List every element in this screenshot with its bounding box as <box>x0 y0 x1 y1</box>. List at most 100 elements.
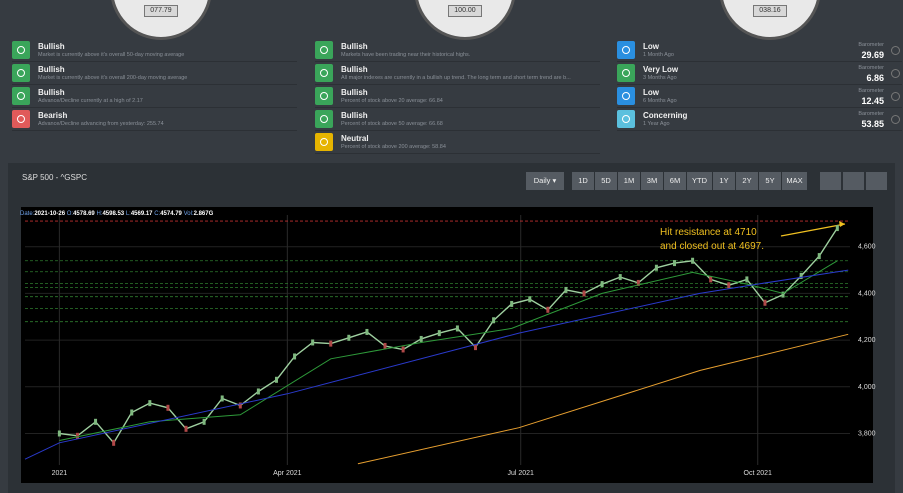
annotation: and closed out at 4697. <box>660 241 764 252</box>
signal-text: All major indexes are currently in a bul… <box>341 75 571 81</box>
range-button[interactable]: 3M <box>641 172 663 190</box>
barometer-value: 29.69 <box>861 50 884 60</box>
price-point <box>781 291 785 298</box>
price-point <box>654 264 658 271</box>
price-point <box>184 425 188 432</box>
signal-item: Very Low 3 Months Ago Barometer 6.86 <box>617 63 902 85</box>
price-point <box>256 388 260 395</box>
info-key: O: <box>66 211 74 217</box>
signal-text: 3 Months Ago <box>643 75 677 81</box>
annotation-arrow <box>780 223 846 237</box>
price-point <box>238 402 242 409</box>
signal-icon <box>617 41 635 59</box>
signal-column: Bullish Markets have been trading near th… <box>315 40 600 155</box>
price-point <box>727 282 731 289</box>
price-point <box>600 281 604 288</box>
price-point <box>112 439 116 446</box>
x-tick-label: Jul 2021 <box>507 470 534 477</box>
signal-icon <box>12 41 30 59</box>
signal-text: Percent of stock above 200 average: 58.8… <box>341 144 446 150</box>
range-button[interactable]: YTD <box>687 172 712 190</box>
info-key: Date: <box>20 211 35 217</box>
signal-item: Bullish Percent of stock above 20 average… <box>315 86 600 108</box>
y-tick-label: 4,200 <box>858 337 876 344</box>
y-tick-label: 4,400 <box>858 290 876 297</box>
signal-item: Bullish Percent of stock above 50 average… <box>315 109 600 131</box>
range-button[interactable]: 1M <box>618 172 640 190</box>
range-button[interactable]: 5D <box>595 172 617 190</box>
tool-button[interactable] <box>843 172 864 190</box>
info-value: 4598.53 <box>102 211 125 217</box>
signal-icon <box>617 64 635 82</box>
barometer-value: 12.45 <box>861 96 884 106</box>
tool-button[interactable] <box>866 172 887 190</box>
range-button[interactable]: 5Y <box>759 172 781 190</box>
range-button[interactable]: 1D <box>572 172 594 190</box>
signal-item: Bullish All major indexes are currently i… <box>315 63 600 85</box>
signal-item: Concerning 1 Year Ago Barometer 53.85 <box>617 109 902 131</box>
info-value: 2.867G <box>193 211 214 217</box>
barometer-label: Barometer <box>858 88 884 94</box>
price-point <box>510 300 514 307</box>
price-point <box>94 418 98 425</box>
price-point <box>799 272 803 279</box>
signal-title: Very Low <box>643 65 679 74</box>
price-point <box>401 346 405 353</box>
range-button[interactable]: 2Y <box>736 172 758 190</box>
range-button[interactable]: 1Y <box>713 172 735 190</box>
annotation: Hit resistance at 4710 <box>660 227 757 238</box>
signal-title: Low <box>643 88 659 97</box>
interval-button[interactable]: Daily ▾ <box>526 172 564 190</box>
ohlc-info: Date:2021-10-26 O:4578.69 H:4598.53 L:45… <box>20 211 213 217</box>
price-point <box>673 260 677 267</box>
signal-column: Low 1 Month Ago Barometer 29.69 Very Low 3 Mo… <box>617 40 902 132</box>
info-key: C: <box>154 211 161 217</box>
signal-text: Markets have been trading near their his… <box>341 52 471 58</box>
price-point <box>618 274 622 281</box>
info-key: H: <box>96 211 103 217</box>
signal-title: Bullish <box>38 65 65 74</box>
price-point <box>437 330 441 337</box>
signal-icon <box>315 41 333 59</box>
signal-text: 1 Year Ago <box>643 121 670 127</box>
info-key: Vol: <box>183 211 194 217</box>
signal-icon <box>315 110 333 128</box>
tool-button[interactable] <box>820 172 841 190</box>
info-value: 2021-10-26 <box>34 211 66 217</box>
signal-text: Market is currently above it's overall 2… <box>38 75 188 81</box>
price-point <box>220 395 224 402</box>
series-line <box>59 227 838 444</box>
signal-text: Market is currently above it's overall 5… <box>38 52 185 58</box>
settings-icon[interactable] <box>891 46 900 55</box>
barometer-label: Barometer <box>858 65 884 71</box>
price-point <box>166 404 170 411</box>
gauge-value: 077.79 <box>144 5 178 17</box>
signal-title: Bullish <box>341 88 368 97</box>
signal-title: Bullish <box>38 88 65 97</box>
signal-icon <box>12 110 30 128</box>
price-point <box>492 317 496 324</box>
signal-title: Bullish <box>341 111 368 120</box>
gauge-value: 038.16 <box>753 5 787 17</box>
settings-icon[interactable] <box>891 115 900 124</box>
barometer-value: 53.85 <box>861 119 884 129</box>
range-button[interactable]: 6M <box>664 172 686 190</box>
price-point <box>311 339 315 346</box>
settings-icon[interactable] <box>891 92 900 101</box>
price-point <box>564 286 568 293</box>
signal-icon <box>617 87 635 105</box>
signal-item: Low 1 Month Ago Barometer 29.69 <box>617 40 902 62</box>
settings-icon[interactable] <box>891 69 900 78</box>
x-tick-label: 2021 <box>52 470 68 477</box>
price-point <box>473 344 477 351</box>
arrow-head <box>839 221 845 227</box>
price-point <box>293 353 297 360</box>
barometer-label: Barometer <box>858 42 884 48</box>
signal-column: Bullish Market is currently above it's ov… <box>12 40 297 132</box>
price-point <box>709 276 713 283</box>
price-point <box>455 325 459 332</box>
range-button[interactable]: MAX <box>782 172 807 190</box>
price-point <box>130 409 134 416</box>
signal-title: Concerning <box>643 111 688 120</box>
price-point <box>546 306 550 313</box>
